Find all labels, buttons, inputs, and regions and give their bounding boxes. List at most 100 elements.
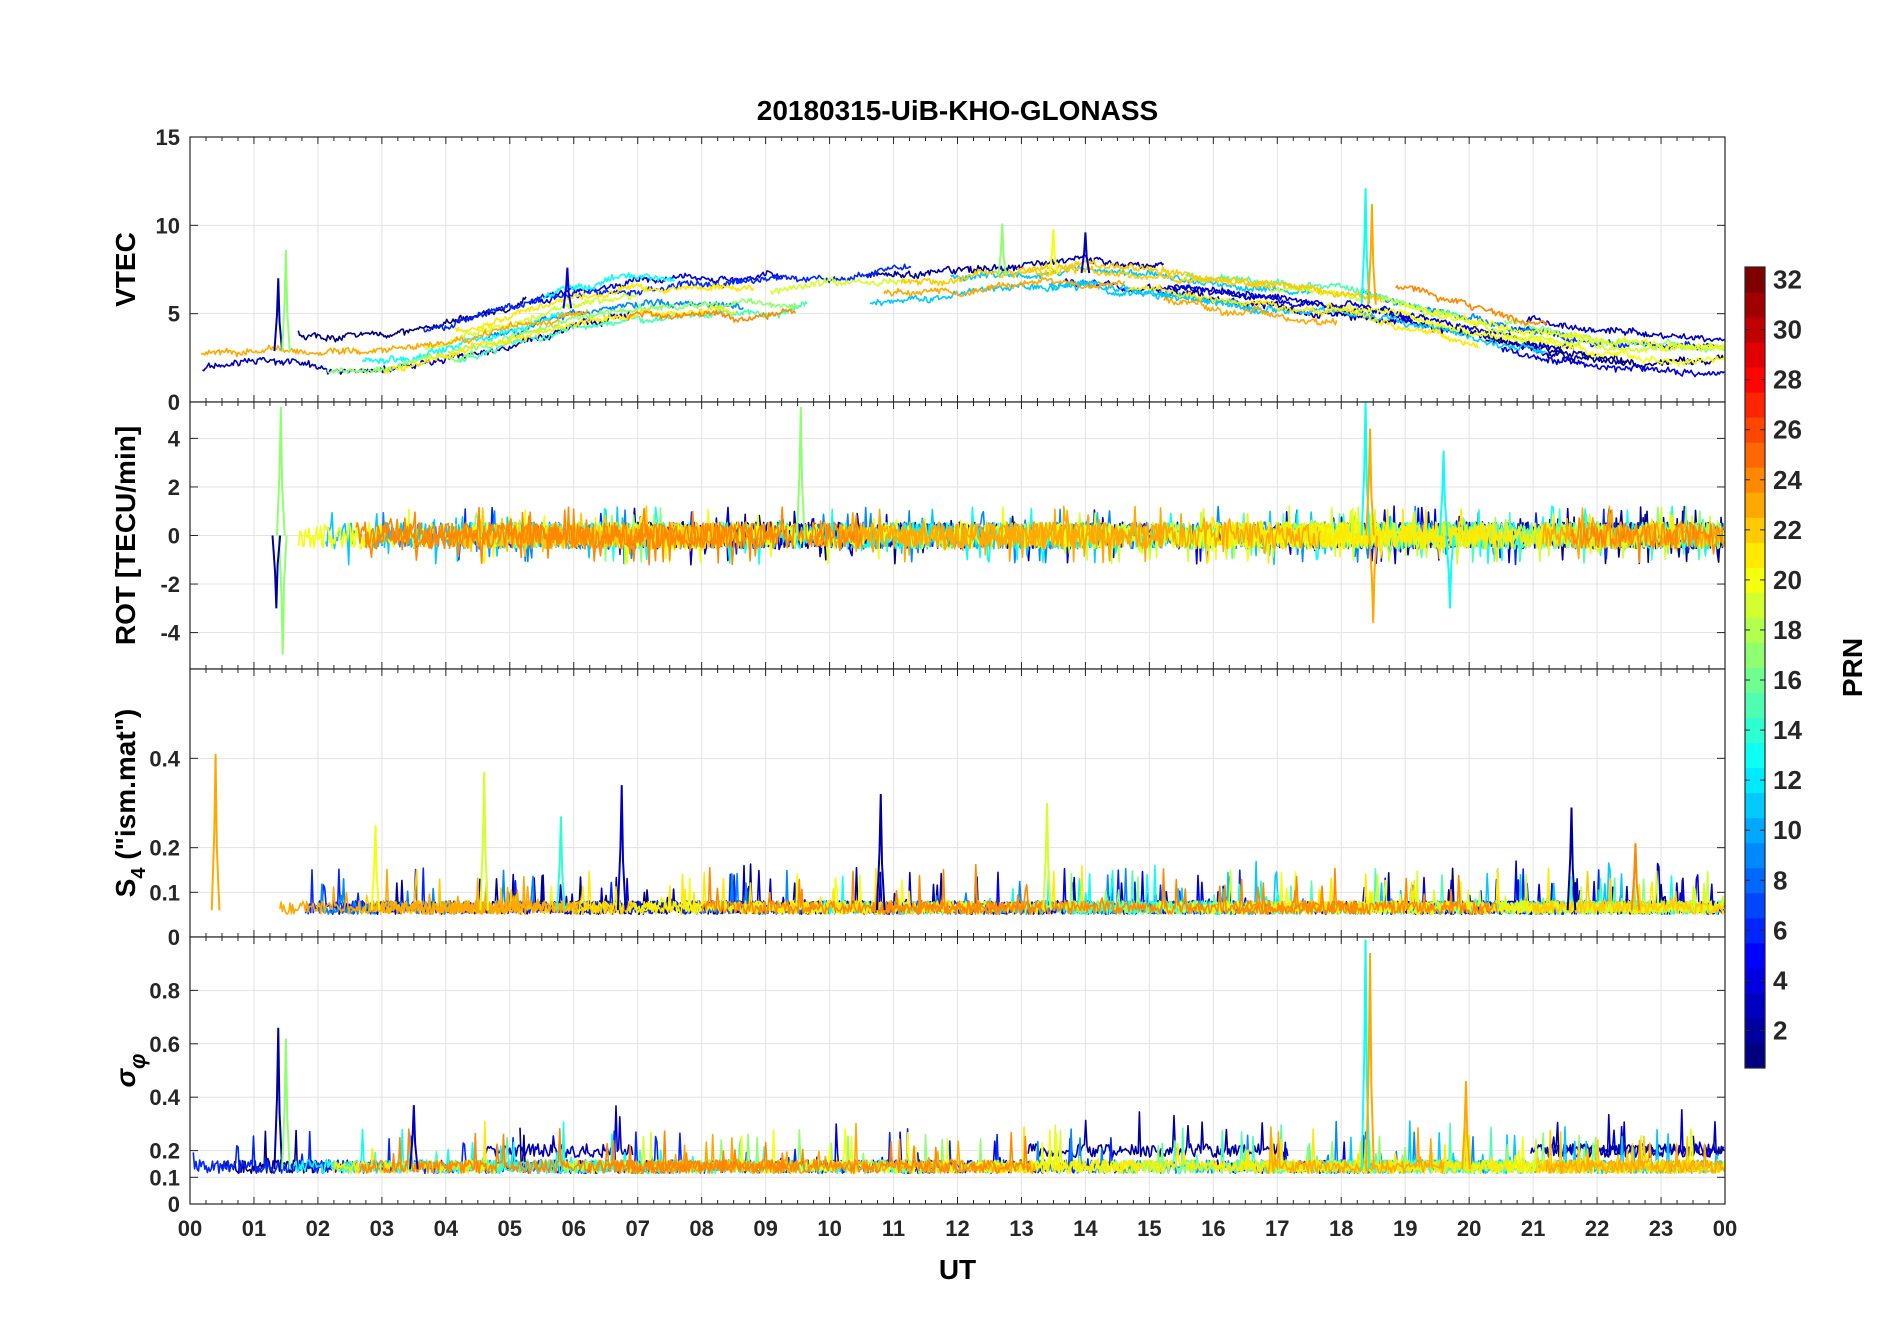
colorbar-segment (1745, 842, 1765, 869)
x-tick-label: 00 (178, 1216, 202, 1241)
y-tick-label: 2 (168, 475, 180, 500)
series-line-prn-1 (1485, 336, 1725, 370)
colorbar-segment (1745, 817, 1765, 844)
peak-mark-5 (1080, 232, 1091, 274)
y-tick-label: 0.4 (149, 1085, 180, 1110)
panel-rot: -4 -2 0 2 4 ROT [TECU/min] (110, 401, 1726, 670)
series-line-prn-24 (872, 867, 1359, 916)
colorbar-tick-label: 2 (1773, 1015, 1787, 1045)
colorbar-tick-label: 32 (1773, 265, 1802, 295)
series-line-prn-22 (1016, 259, 1383, 303)
series-line-prn-23 (368, 868, 548, 915)
x-tick-label: 16 (1201, 1216, 1225, 1241)
x-tick-label: 15 (1137, 1216, 1161, 1241)
colorbar-segment (1745, 767, 1765, 794)
peak-mark-7 (1566, 807, 1577, 911)
peak-mark-2 (271, 535, 282, 609)
series-line-prn-22 (1528, 870, 1725, 915)
peak-mark-4 (616, 785, 627, 911)
peak-mark-8 (1445, 535, 1455, 609)
colorbar-tick-label: 6 (1773, 915, 1787, 945)
colorbar-segment (1745, 992, 1765, 1019)
colorbar-segment (1745, 517, 1765, 543)
x-axis-label: UT (939, 1254, 976, 1285)
peak-mark-2 (562, 267, 573, 309)
colorbar-label: PRN (1837, 638, 1868, 697)
x-tick-label: 22 (1585, 1216, 1609, 1241)
peak-mark-4 (1048, 228, 1059, 275)
series-line-prn-17 (326, 349, 475, 375)
colorbar-tick-label: 8 (1773, 865, 1787, 895)
series-line-prn-23 (200, 309, 589, 358)
series-line-prn-24 (1569, 517, 1725, 564)
series-line-prn-21 (1127, 284, 1480, 349)
series-line-prn-24 (627, 308, 797, 323)
colorbar-tick-label: 10 (1773, 815, 1802, 845)
colorbar-segment (1745, 717, 1765, 744)
peak-mark-7 (1438, 450, 1449, 536)
colorbar-segment (1745, 567, 1765, 593)
y-axis-label-rot: ROT [TECU/min] (110, 426, 141, 645)
series-line-prn-20 (1325, 302, 1725, 367)
series-line-prn-24 (364, 506, 864, 565)
series-line-prn-23 (837, 505, 1165, 558)
y-tick-label: 0.6 (149, 1032, 180, 1057)
peak-mark-3 (556, 816, 566, 911)
colorbar-segment (1745, 267, 1765, 293)
peak-mark-5 (875, 794, 886, 911)
x-tick-label: 04 (434, 1216, 459, 1241)
y-tick-label: 0.1 (149, 880, 180, 905)
x-tick-label: 05 (498, 1216, 522, 1241)
peak-mark-8 (1630, 843, 1641, 911)
colorbar-tick-label: 26 (1773, 415, 1802, 445)
y-tick-label: 4 (168, 426, 181, 451)
colorbar-tick-label: 4 (1773, 965, 1788, 995)
series-line-prn-19 (770, 276, 908, 295)
peak-mark-0 (273, 1027, 284, 1170)
peak-mark-6 (1368, 535, 1379, 623)
series-group (210, 753, 1725, 916)
colorbar-segment (1745, 1017, 1765, 1044)
colorbar-segment (1745, 1042, 1765, 1069)
y-tick-label: 0.1 (149, 1165, 180, 1190)
peak-mark-5 (1365, 428, 1375, 536)
y-tick-label: 5 (168, 302, 180, 327)
series-line-prn-9 (487, 298, 744, 339)
x-tick-label: 12 (945, 1216, 969, 1241)
y-tick-label: 0.2 (149, 1139, 180, 1164)
peak-mark-1 (281, 250, 291, 352)
colorbar-segment (1745, 417, 1765, 443)
colorbar-tick-label: 28 (1773, 365, 1802, 395)
series-group (192, 939, 1725, 1175)
x-tick-label: 13 (1009, 1216, 1033, 1241)
peak-mark-0 (273, 278, 284, 352)
x-tick-label: 18 (1329, 1216, 1353, 1241)
colorbar-segment (1745, 492, 1765, 518)
colorbar-segment (1745, 592, 1765, 618)
series-group (200, 188, 1725, 378)
series-line-prn-24 (1395, 284, 1548, 326)
peak-mark-1 (277, 535, 288, 655)
colorbar-segment (1745, 892, 1765, 919)
x-tick-label: 07 (625, 1216, 649, 1241)
peak-mark-2 (409, 1105, 419, 1170)
colorbar-segment (1745, 542, 1765, 568)
colorbar-segment (1745, 917, 1765, 944)
y-axis-label-s4: S4 ("ism.mat") (110, 709, 150, 898)
series-line-prn-20 (1404, 303, 1725, 352)
series-group (271, 402, 1725, 655)
y-tick-label: 10 (156, 213, 180, 238)
colorbar-segment (1745, 642, 1765, 668)
x-tick-label: 21 (1521, 1216, 1545, 1241)
series-line-prn-23 (1264, 1126, 1445, 1175)
colorbar-tick-label: 12 (1773, 765, 1802, 795)
tick-marks (189, 669, 1726, 938)
x-tick-label: 20 (1457, 1216, 1481, 1241)
y-tick-label: 0 (168, 524, 180, 549)
colorbar-frame (1744, 266, 1766, 1069)
peak-mark-4 (1365, 953, 1375, 1170)
x-tick-label: 03 (370, 1216, 394, 1241)
panel-s4: 0 0.1 0.2 0.4S4 ("ism.mat") (110, 668, 1726, 950)
x-tick-label: 08 (689, 1216, 713, 1241)
